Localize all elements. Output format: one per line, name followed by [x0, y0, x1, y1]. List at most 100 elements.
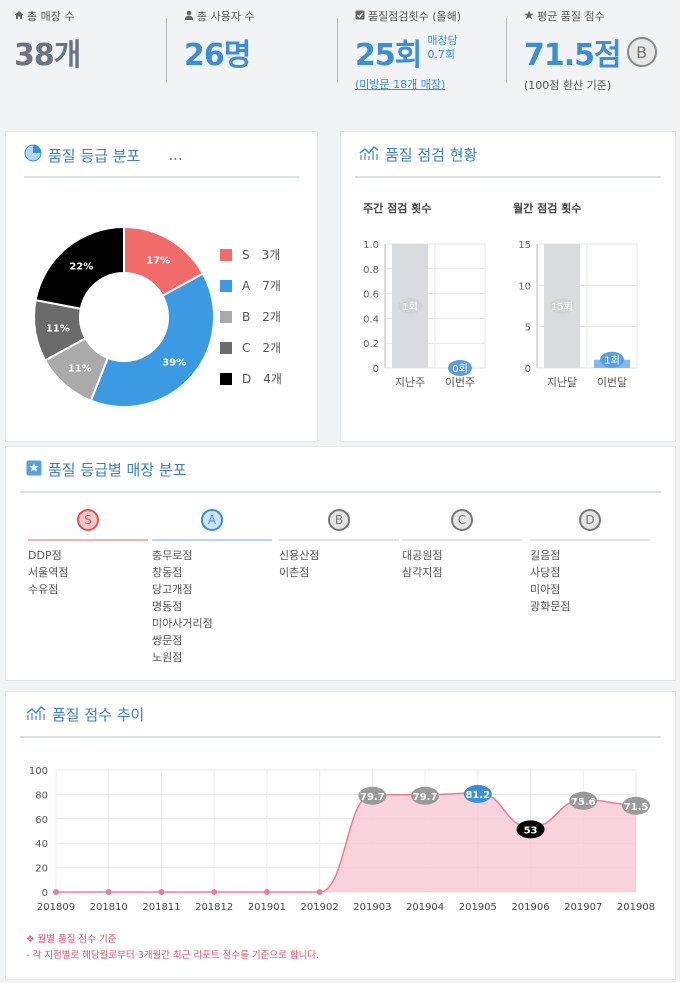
- store-item[interactable]: 수유점: [28, 583, 59, 596]
- legend-count: 2개: [262, 341, 282, 355]
- store-item[interactable]: 사당점: [530, 566, 561, 579]
- legend-grade: S: [242, 247, 250, 262]
- score-point[interactable]: [263, 889, 270, 895]
- more-button[interactable]: ...: [168, 146, 183, 164]
- footnote-basis: ❖ 월별 품질 점수 기준: [26, 934, 117, 945]
- grade-divider: [28, 539, 148, 541]
- x-tick-label: 지난달: [547, 376, 577, 389]
- y-tick-label: 1.0: [363, 240, 379, 251]
- score-label-bg: [569, 791, 598, 810]
- inspection-status-card: 품질 점검 현황 주간 점검 횟수 월간 점검 횟수 1.0 0.8 0.6 0.4 0…: [340, 131, 676, 442]
- y-tick-label: 80: [35, 790, 48, 801]
- x-tick-label: 201905: [459, 902, 497, 913]
- donut-chart: 17% 39% 11% 11% 22%: [33, 225, 215, 408]
- unvisited-stores-link[interactable]: (미방문 18개 매장): [355, 78, 446, 91]
- grade-column-C: C 대공원점 삼각지점: [402, 509, 522, 581]
- bar-label-bg: [550, 298, 574, 314]
- pie-label-S: 17%: [146, 255, 170, 266]
- weekly-title: 주간 점검 횟수: [363, 202, 432, 215]
- grade-divider: [152, 539, 272, 541]
- legend-item-C[interactable]: C 2개: [220, 339, 281, 356]
- store-item[interactable]: 미아사거리점: [152, 617, 213, 630]
- store-item[interactable]: 삼각지점: [402, 566, 443, 579]
- x-tick-label: 201812: [195, 902, 233, 913]
- score-point[interactable]: [53, 889, 59, 895]
- y-tick-label: 100: [29, 766, 48, 777]
- legend-count: 7개: [262, 279, 281, 293]
- y-tick-label: 10: [518, 281, 531, 292]
- bar-label-bg: [448, 360, 472, 376]
- stat-inspections: 품질점검횟수 (올해) 25회 매장당 0.7회 (미방문 18개 매장): [355, 8, 461, 92]
- stat-avg-label: 평균 품질 점수: [537, 10, 605, 23]
- grade-dist-title: 품질 등급 분포 ...: [24, 144, 183, 166]
- per-store-label: 매장당: [427, 34, 458, 47]
- stat-avg-score: 평균 품질 점수 71.5점 B (100점 환산 기준): [524, 8, 657, 93]
- score-point[interactable]: [316, 889, 323, 895]
- y-tick-label: 0: [373, 364, 379, 375]
- grade-divider: [279, 539, 399, 541]
- star-badge-icon: [26, 460, 42, 480]
- legend-item-S[interactable]: S 3개: [220, 246, 280, 263]
- store-item[interactable]: 신용산점: [279, 549, 320, 562]
- x-tick-label: 201902: [301, 902, 339, 913]
- store-item[interactable]: 충무로점: [152, 549, 193, 562]
- grade-badge: B: [626, 37, 657, 67]
- store-item[interactable]: 광화문점: [530, 600, 571, 613]
- legend-grade: A: [242, 278, 251, 293]
- score-label-bg: [516, 820, 545, 839]
- x-tick-label: 201906: [511, 902, 549, 913]
- line-chart-icon: [359, 145, 379, 165]
- store-item[interactable]: 명동점: [152, 600, 183, 613]
- score-point[interactable]: [105, 889, 112, 895]
- legend-item-B[interactable]: B 2개: [220, 308, 281, 325]
- store-item[interactable]: 쌍문점: [152, 634, 183, 647]
- score-trend-card: 품질 점수 추이 100 80 60 40 20 0 201809 201810 201811 2…: [5, 691, 676, 980]
- legend-swatch: [220, 248, 232, 261]
- stat-inspections-label: 품질점검횟수 (올해): [368, 10, 462, 23]
- store-item[interactable]: 창동점: [152, 566, 183, 579]
- stat-inspections-value: 25회: [355, 38, 422, 73]
- legend-count: 3개: [261, 248, 281, 262]
- legend-item-A[interactable]: A 7개: [220, 277, 281, 294]
- pie-slice-D[interactable]: [34, 225, 125, 310]
- footnote-detail: - 각 지점별로 해당월로부터 3개월간 최근 리포트 점수를 기준으로 합니다…: [26, 950, 320, 961]
- per-store-value: 0.7회: [427, 48, 455, 61]
- stat-total-users: 총 사용자 수 26명: [184, 8, 255, 74]
- score-point[interactable]: [211, 889, 218, 895]
- y-tick-label: 0.4: [363, 314, 379, 325]
- store-item[interactable]: 미아점: [530, 583, 561, 596]
- store-item[interactable]: 길음점: [530, 549, 561, 562]
- store-item[interactable]: DDP점: [28, 549, 62, 562]
- stat-stores-value: 38개: [14, 38, 81, 73]
- legend-swatch: [220, 372, 232, 385]
- pie-label-D: 22%: [69, 261, 93, 272]
- grade-divider: [530, 539, 650, 541]
- bar-label-bg: [398, 298, 422, 314]
- pie-label-C: 11%: [46, 323, 70, 334]
- grade-divider: [402, 539, 522, 541]
- y-tick-label: 40: [35, 839, 48, 850]
- store-item[interactable]: 이촌점: [279, 566, 310, 579]
- x-tick-label: 이번달: [597, 376, 627, 389]
- bar-value-label: 1회: [604, 355, 620, 367]
- store-item[interactable]: 서울역점: [28, 566, 69, 579]
- grade-column-A: A 충무로점 창동점 당고개점 명동점 미아사거리점 쌍문점 노원점: [152, 509, 272, 666]
- score-data-label: 53: [524, 825, 538, 836]
- score-trend-chart: 100 80 60 40 20 0 201809 201810 201811 201812 2019…: [29, 766, 655, 913]
- line-chart-icon: [26, 705, 46, 725]
- store-item[interactable]: 당고개점: [152, 583, 193, 596]
- stat-users-value: 26명: [184, 38, 251, 73]
- pie-label-B: 11%: [68, 363, 92, 374]
- store-item[interactable]: 대공원점: [402, 549, 443, 562]
- pie-chart-icon: [24, 144, 42, 166]
- bar-value-label: 15회: [551, 301, 573, 313]
- score-point[interactable]: [158, 889, 165, 895]
- store-item[interactable]: 노원점: [152, 651, 183, 664]
- y-tick-label: 0: [525, 364, 531, 375]
- legend-item-D[interactable]: D 4개: [220, 370, 282, 387]
- grade-badge-D: D: [579, 509, 601, 531]
- pie-slice-A[interactable]: [89, 272, 215, 408]
- grade-distribution-card: 품질 등급 분포 ... 17% 39% 11% 11% 22% S 3개 A 7개 B 2개 C 2…: [5, 131, 318, 442]
